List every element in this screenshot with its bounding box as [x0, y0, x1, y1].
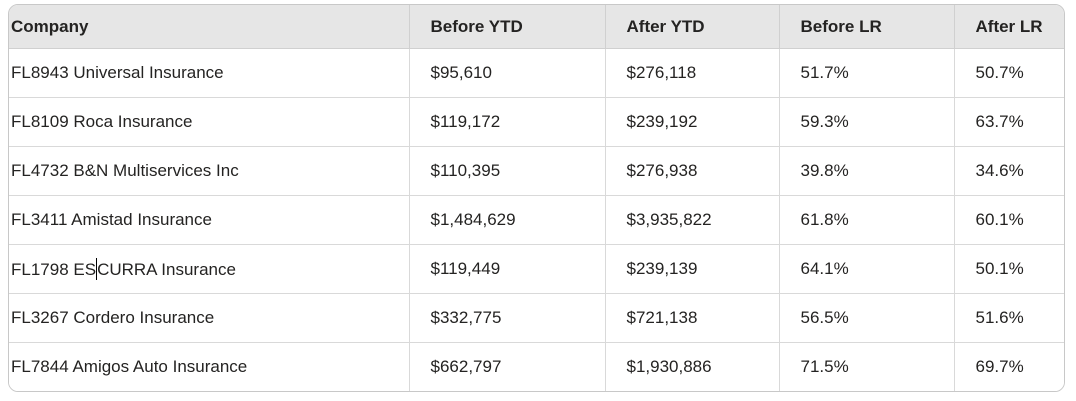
- table-row: FL3411 Amistad Insurance $1,484,629 $3,935…: [9, 195, 1064, 245]
- header-row: Company Before YTD After YTD Before LR A…: [9, 5, 1064, 49]
- cell-company[interactable]: FL7844 Amigos Auto Insurance: [9, 342, 409, 391]
- cell-after-lr[interactable]: 50.1%: [953, 244, 1064, 294]
- cell-after-lr[interactable]: 69.7%: [953, 342, 1064, 391]
- cell-before-lr[interactable]: 59.3%: [778, 97, 954, 147]
- cell-before-lr[interactable]: 56.5%: [778, 293, 954, 343]
- cell-after-ytd[interactable]: $721,138: [604, 293, 779, 343]
- cell-company[interactable]: FL1798 ESCURRA Insurance: [9, 244, 409, 294]
- column-header-company[interactable]: Company: [9, 5, 409, 49]
- cell-company[interactable]: FL3411 Amistad Insurance: [9, 195, 409, 245]
- column-header-after-ytd[interactable]: After YTD: [604, 5, 779, 49]
- cell-before-ytd[interactable]: $662,797: [408, 342, 605, 391]
- cell-company[interactable]: FL8109 Roca Insurance: [9, 97, 409, 147]
- cell-after-ytd[interactable]: $276,118: [604, 48, 779, 98]
- cell-after-ytd[interactable]: $276,938: [604, 146, 779, 196]
- cell-before-lr[interactable]: 61.8%: [778, 195, 954, 245]
- cell-after-lr[interactable]: 50.7%: [953, 48, 1064, 98]
- cell-after-lr[interactable]: 63.7%: [953, 97, 1064, 147]
- cell-after-ytd[interactable]: $239,192: [604, 97, 779, 147]
- cell-before-lr[interactable]: 64.1%: [778, 244, 954, 294]
- table-row: FL4732 B&N Multiservices Inc $110,395 $276…: [9, 146, 1064, 196]
- cell-after-ytd[interactable]: $239,139: [604, 244, 779, 294]
- cell-before-ytd[interactable]: $332,775: [408, 293, 605, 343]
- cell-company[interactable]: FL8943 Universal Insurance: [9, 48, 409, 98]
- text-cursor: [96, 258, 98, 280]
- cell-before-ytd[interactable]: $95,610: [408, 48, 605, 98]
- cell-after-lr[interactable]: 34.6%: [953, 146, 1064, 196]
- cell-before-lr[interactable]: 71.5%: [778, 342, 954, 391]
- cell-after-lr[interactable]: 51.6%: [953, 293, 1064, 343]
- cell-before-lr[interactable]: 39.8%: [778, 146, 954, 196]
- table-row: FL8943 Universal Insurance $95,610 $276,11…: [9, 48, 1064, 98]
- table-row: FL8109 Roca Insurance $119,172 $239,192 59.…: [9, 97, 1064, 147]
- cell-after-ytd[interactable]: $1,930,886: [604, 342, 779, 391]
- cell-after-ytd[interactable]: $3,935,822: [604, 195, 779, 245]
- cell-before-ytd[interactable]: $1,484,629: [408, 195, 605, 245]
- table-row: FL7844 Amigos Auto Insurance $662,797 $1,9…: [9, 342, 1064, 391]
- cell-before-lr[interactable]: 51.7%: [778, 48, 954, 98]
- data-table: Company Before YTD After YTD Before LR A…: [9, 5, 1064, 391]
- insurance-table: Company Before YTD After YTD Before LR A…: [8, 4, 1065, 392]
- cell-before-ytd[interactable]: $110,395: [408, 146, 605, 196]
- cell-company[interactable]: FL3267 Cordero Insurance: [9, 293, 409, 343]
- column-header-before-lr[interactable]: Before LR: [778, 5, 954, 49]
- column-header-before-ytd[interactable]: Before YTD: [408, 5, 605, 49]
- cell-company[interactable]: FL4732 B&N Multiservices Inc: [9, 146, 409, 196]
- column-header-after-lr[interactable]: After LR: [953, 5, 1064, 49]
- table-row: FL1798 ESCURRA Insurance $119,449 $239,139…: [9, 244, 1064, 294]
- cell-before-ytd[interactable]: $119,172: [408, 97, 605, 147]
- table-row: FL3267 Cordero Insurance $332,775 $721,138…: [9, 293, 1064, 343]
- cell-after-lr[interactable]: 60.1%: [953, 195, 1064, 245]
- cell-before-ytd[interactable]: $119,449: [408, 244, 605, 294]
